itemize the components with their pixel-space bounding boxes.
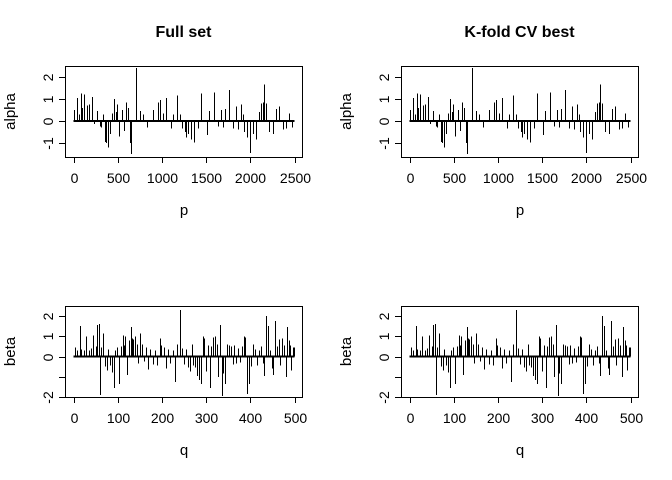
x-tick-label: 0 [407, 170, 415, 186]
x-tick-label: 1000 [147, 170, 178, 186]
y-tick-label: 2 [40, 312, 56, 320]
x-tick-label: 2500 [616, 170, 647, 186]
x-tick-label: 1000 [483, 170, 514, 186]
x-axis-title: q [180, 442, 188, 459]
y-tick-label: 0 [40, 353, 56, 361]
x-tick-label: 0 [71, 170, 79, 186]
spike-series-alpha [74, 68, 293, 154]
x-tick-label: 100 [443, 410, 467, 426]
y-tick-label: 1 [376, 95, 392, 103]
x-tick-label: 400 [239, 410, 263, 426]
y-tick-label: 1 [376, 332, 392, 340]
x-tick-label: 500 [620, 410, 644, 426]
spike-series-beta [75, 310, 295, 396]
panel-title: Full set [155, 24, 212, 41]
plot-box [65, 306, 303, 398]
y-tick-label: 1 [40, 95, 56, 103]
y-tick-label: 2 [376, 73, 392, 81]
y-tick-label: -2 [376, 391, 392, 404]
y-axis-title: beta [2, 336, 19, 366]
x-tick-label: 300 [195, 410, 219, 426]
subplot-top-right: 0 500 1000 1500 2000 2500 -1 0 1 2 p alpha K-fold CV… [338, 24, 647, 219]
x-tick-label: 1500 [191, 170, 222, 186]
y-tick-label: 2 [40, 73, 56, 81]
y-tick-label: 0 [376, 117, 392, 125]
y-tick-label: 2 [376, 312, 392, 320]
y-tick-label: -2 [40, 391, 56, 404]
x-tick-label: 200 [151, 410, 175, 426]
y-axis-title: beta [338, 336, 355, 366]
panel-title: K-fold CV best [464, 24, 575, 41]
plot-box [401, 66, 639, 158]
x-tick-label: 2500 [280, 170, 311, 186]
y-tick-label: -1 [40, 137, 56, 150]
y-tick-label: 1 [40, 332, 56, 340]
x-tick-label: 2000 [571, 170, 602, 186]
spike-series-alpha [410, 68, 629, 154]
plot-box [65, 66, 303, 158]
x-tick-label: 400 [575, 410, 599, 426]
x-tick-label: 300 [531, 410, 555, 426]
subplot-bottom-left: 0 100 200 300 400 500 -2 0 1 2 q beta [2, 306, 308, 459]
subplot-bottom-right: 0 100 200 300 400 500 -2 0 1 2 q beta [338, 306, 644, 459]
x-tick-label: 1500 [527, 170, 558, 186]
x-tick-label: 100 [107, 410, 131, 426]
x-tick-label: 500 [443, 170, 467, 186]
x-axis-title: p [180, 202, 188, 219]
spike-series-beta [411, 310, 631, 396]
y-axis-title: alpha [338, 92, 355, 129]
subplot-top-left: 0 500 1000 1500 2000 2500 -1 0 1 2 p alpha Full set [2, 24, 311, 219]
y-axis-title: alpha [2, 92, 19, 129]
x-axis-title: p [516, 202, 524, 219]
y-tick-label: -1 [376, 137, 392, 150]
x-tick-label: 200 [487, 410, 511, 426]
y-tick-label: 0 [40, 117, 56, 125]
plot-box [401, 306, 639, 398]
x-tick-label: 2000 [235, 170, 266, 186]
x-tick-label: 0 [71, 410, 79, 426]
x-tick-label: 0 [407, 410, 415, 426]
x-tick-label: 500 [107, 170, 131, 186]
x-axis-title: q [516, 442, 524, 459]
x-tick-label: 500 [284, 410, 308, 426]
y-tick-label: 0 [376, 353, 392, 361]
